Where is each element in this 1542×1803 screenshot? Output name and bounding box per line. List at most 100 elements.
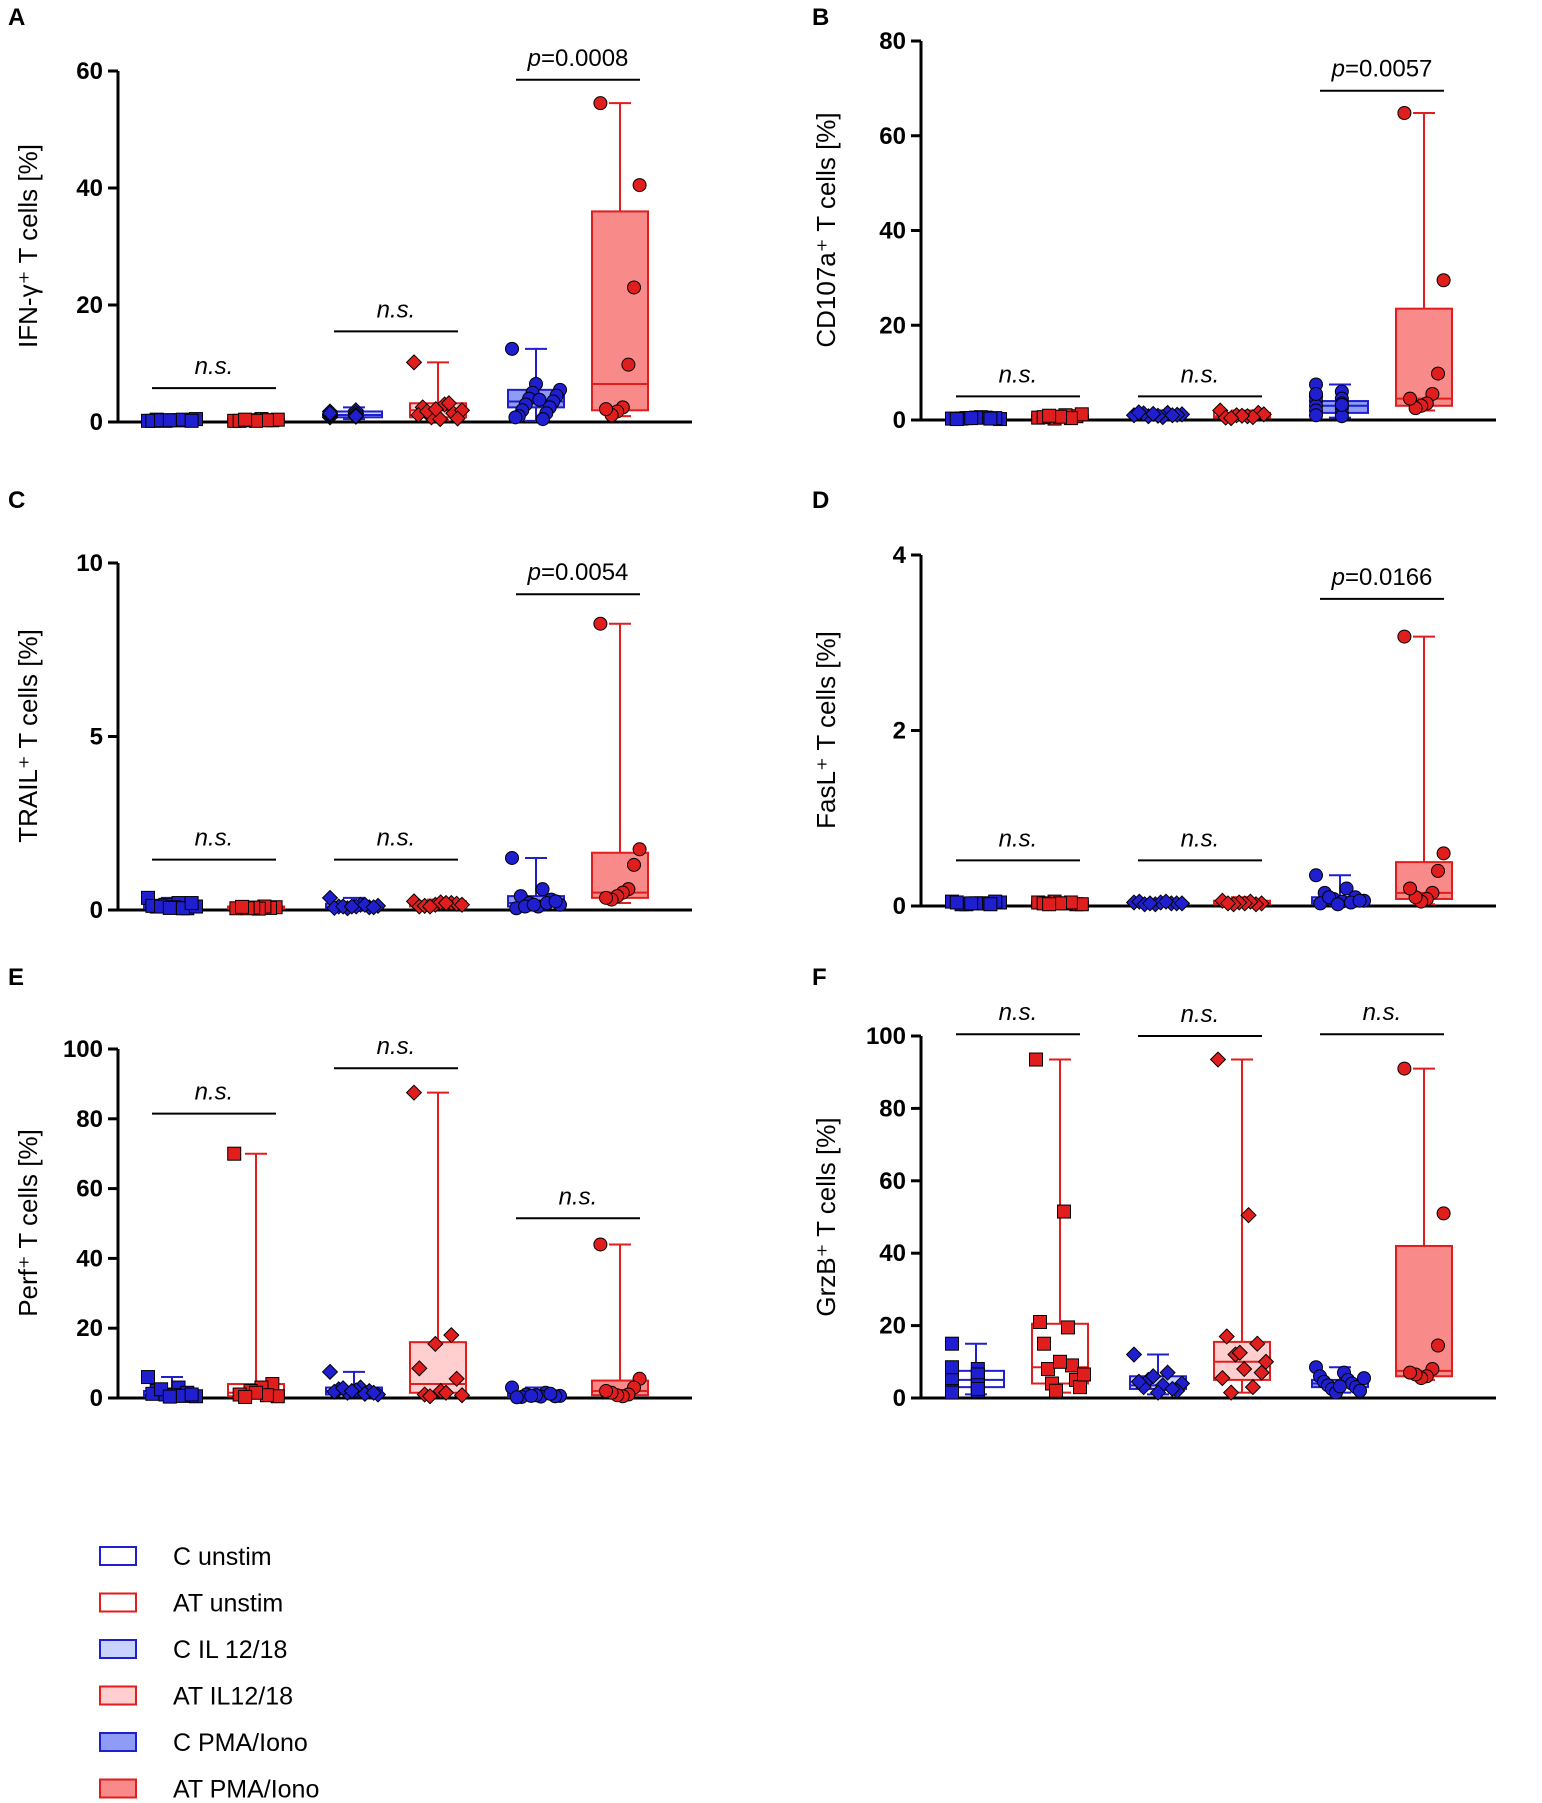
- data-point: [983, 897, 998, 912]
- data-point: [599, 402, 613, 417]
- data-point: [1029, 1052, 1043, 1067]
- p-value-label: p=0.0054: [527, 559, 629, 586]
- data-point: [421, 1388, 439, 1405]
- data-point: [1330, 897, 1345, 912]
- data-point: [1253, 1364, 1270, 1381]
- ns-label: n.s.: [999, 999, 1038, 1026]
- legend-item: AT unstim: [99, 1590, 283, 1618]
- box-group-1: [141, 890, 203, 916]
- box-group-2: [1031, 894, 1089, 912]
- panel-c: C TRAIL⁺ T cells [%] 0 5 10 n.s. n.s. p=0.0054: [8, 487, 692, 924]
- y-tick-label: 20: [879, 312, 906, 339]
- data-point: [1219, 895, 1237, 912]
- panel-letter: A: [8, 4, 25, 31]
- box-group-4: [1213, 892, 1271, 913]
- data-point: [184, 1387, 199, 1402]
- p-value-text: =0.0054: [541, 559, 628, 586]
- data-point: [365, 899, 382, 916]
- box-iqr: [1395, 1244, 1453, 1378]
- data-point: [1231, 1344, 1248, 1361]
- box-group-2: [227, 412, 285, 428]
- data-point: [945, 1336, 959, 1351]
- ns-label: n.s.: [195, 353, 234, 380]
- y-tick-label: 80: [879, 28, 906, 55]
- data-point: [238, 412, 253, 427]
- legend-label: AT PMA/Iono: [173, 1776, 319, 1803]
- box-group-6: [591, 616, 649, 907]
- data-point: [524, 1388, 539, 1403]
- p-symbol: p: [1331, 564, 1345, 591]
- y-tick-label: 20: [76, 1315, 103, 1342]
- data-point: [405, 1084, 423, 1101]
- y-tick-label: 60: [76, 1176, 103, 1203]
- data-point: [1352, 893, 1367, 908]
- box-group-1: [945, 1336, 1005, 1400]
- data-point: [1164, 1380, 1181, 1398]
- data-point: [453, 1387, 471, 1404]
- ns-label: n.s.: [377, 825, 416, 852]
- data-point: [1130, 404, 1147, 421]
- p-value-label: p=0.0166: [1331, 564, 1433, 591]
- data-point: [235, 899, 249, 914]
- data-point: [427, 400, 444, 418]
- data-point: [1403, 391, 1417, 406]
- ns-label: n.s.: [195, 1079, 234, 1106]
- data-point: [1145, 1368, 1162, 1385]
- y-tick-label: 0: [90, 897, 103, 924]
- data-point: [365, 1384, 382, 1401]
- legend-label: C IL 12/18: [173, 1636, 287, 1664]
- data-point: [964, 896, 979, 911]
- legend-swatch: [99, 1639, 137, 1659]
- data-point: [1233, 407, 1251, 424]
- data-point: [1130, 1373, 1147, 1390]
- data-point: [1244, 1379, 1262, 1396]
- data-point: [1436, 846, 1451, 861]
- y-tick-label: 80: [76, 1106, 103, 1133]
- data-point: [1357, 1371, 1371, 1386]
- data-point: [1218, 1328, 1235, 1345]
- box-group-5: [505, 1380, 567, 1405]
- box-group-2: [227, 1146, 285, 1404]
- data-point: [1164, 407, 1181, 424]
- data-point: [162, 900, 177, 915]
- box-group-3: [321, 1363, 387, 1403]
- data-point: [448, 1370, 465, 1387]
- ns-label: n.s.: [999, 361, 1038, 388]
- data-point: [505, 341, 519, 356]
- data-point: [526, 897, 541, 912]
- data-point: [970, 1381, 985, 1396]
- data-point: [1431, 366, 1445, 381]
- data-point: [421, 898, 439, 915]
- data-point: [508, 410, 523, 425]
- y-tick-label: 100: [866, 1023, 906, 1050]
- legend-item: C IL 12/18: [99, 1636, 287, 1664]
- data-point: [1436, 1206, 1451, 1221]
- data-point: [184, 896, 199, 911]
- data-point: [1431, 863, 1445, 878]
- data-point: [1339, 881, 1354, 896]
- ns-label: n.s.: [195, 825, 234, 852]
- data-point: [427, 1335, 444, 1353]
- y-tick-label: 60: [76, 58, 103, 85]
- y-tick-label: 60: [879, 1168, 906, 1195]
- legend-item: C unstim: [99, 1543, 272, 1571]
- box-group-4: [405, 1084, 471, 1405]
- data-point: [453, 896, 471, 913]
- box-group-1: [141, 1370, 203, 1404]
- panel-a: A IFN-γ⁺ T cells [%] 0 20 40 60 n.s. n.s. p=0.00…: [8, 4, 692, 436]
- data-point: [535, 412, 550, 427]
- data-point: [1333, 1379, 1347, 1394]
- y-tick-label: 4: [893, 542, 907, 569]
- data-point: [184, 413, 199, 428]
- ns-label: n.s.: [1181, 1001, 1220, 1028]
- box-group-6: [591, 96, 649, 422]
- panel-letter: F: [812, 964, 827, 991]
- box-group-5: [1309, 1360, 1371, 1400]
- data-point: [1145, 405, 1162, 422]
- data-point: [343, 1382, 360, 1400]
- data-point: [1057, 1204, 1071, 1219]
- data-point: [1403, 1365, 1417, 1380]
- y-tick-label: 40: [879, 1240, 906, 1267]
- box-group-5: [1309, 377, 1369, 424]
